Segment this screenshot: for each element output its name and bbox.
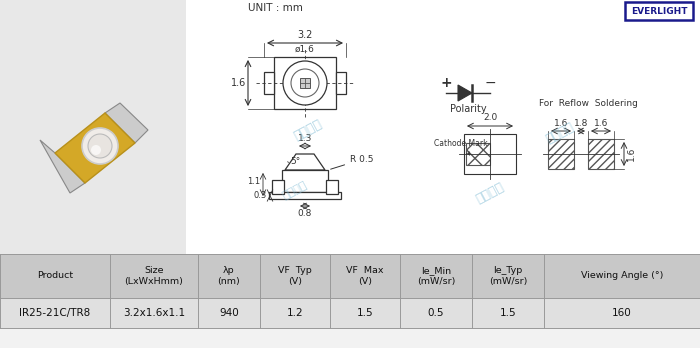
- Polygon shape: [458, 85, 472, 101]
- Text: Polarity: Polarity: [449, 104, 486, 114]
- Text: Size
(LxWxHmm): Size (LxWxHmm): [125, 266, 183, 286]
- Bar: [0, 0, 700, 254]
- Circle shape: [91, 145, 101, 155]
- Text: 1.6: 1.6: [594, 119, 608, 128]
- Bar: [548, 139, 574, 169]
- Bar: [466, 143, 490, 165]
- Bar: [0, 0, 186, 254]
- Polygon shape: [285, 154, 325, 170]
- Bar: [272, 180, 284, 194]
- Text: +: +: [440, 76, 452, 90]
- Bar: [588, 139, 614, 169]
- Text: 1.1: 1.1: [247, 176, 260, 185]
- Text: Ie_Typ
(mW/sr): Ie_Typ (mW/sr): [489, 266, 527, 286]
- Text: EVERLIGHT: EVERLIGHT: [631, 7, 687, 16]
- Text: VF  Typ
(V): VF Typ (V): [278, 266, 312, 286]
- Text: 1.6: 1.6: [554, 119, 568, 128]
- Text: 1.8: 1.8: [574, 119, 588, 128]
- Text: ø1.6: ø1.6: [295, 45, 315, 54]
- Circle shape: [88, 134, 112, 158]
- Polygon shape: [105, 103, 148, 143]
- Text: Product: Product: [37, 271, 73, 280]
- Text: λp
(nm): λp (nm): [218, 266, 240, 286]
- Text: IR25-21C/TR8: IR25-21C/TR8: [20, 308, 90, 318]
- Bar: [0, 254, 700, 298]
- Text: 3.2: 3.2: [298, 30, 313, 40]
- Bar: [0, 298, 700, 328]
- Bar: [269, 192, 341, 199]
- Polygon shape: [40, 140, 85, 193]
- Text: 1.3: 1.3: [298, 134, 312, 143]
- Text: 2.0: 2.0: [483, 113, 497, 122]
- Bar: [300, 78, 310, 88]
- Polygon shape: [55, 113, 135, 183]
- Text: UNIT : mm: UNIT : mm: [248, 3, 303, 13]
- Circle shape: [82, 128, 118, 164]
- Bar: [264, 72, 274, 94]
- Text: 160: 160: [612, 308, 632, 318]
- Bar: [326, 180, 338, 194]
- Text: 1.5: 1.5: [500, 308, 517, 318]
- Text: 0.3: 0.3: [253, 191, 267, 200]
- Text: For  Reflow  Soldering: For Reflow Soldering: [538, 98, 638, 108]
- Text: Ie_Min
(mW/sr): Ie_Min (mW/sr): [416, 266, 455, 286]
- FancyBboxPatch shape: [625, 2, 693, 20]
- Circle shape: [283, 61, 327, 105]
- Bar: [336, 72, 346, 94]
- Bar: [464, 134, 516, 174]
- Bar: [282, 170, 328, 192]
- Text: −: −: [484, 76, 496, 90]
- Text: 超毅电子: 超毅电子: [281, 179, 309, 201]
- Text: VF  Max
(V): VF Max (V): [346, 266, 384, 286]
- Text: 0.8: 0.8: [298, 209, 312, 218]
- Bar: [186, 0, 700, 254]
- Text: R 0.5: R 0.5: [330, 155, 374, 169]
- Text: 5°: 5°: [290, 157, 300, 166]
- Text: Viewing Angle (°): Viewing Angle (°): [581, 271, 663, 280]
- Text: Cathode Mark: Cathode Mark: [434, 139, 488, 155]
- Text: 0.5: 0.5: [428, 308, 444, 318]
- Bar: [274, 57, 336, 109]
- Text: 1.6: 1.6: [231, 78, 246, 88]
- Text: 1.5: 1.5: [357, 308, 373, 318]
- Text: 超毅电子: 超毅电子: [292, 117, 324, 143]
- Text: 940: 940: [219, 308, 239, 318]
- Text: 1.2: 1.2: [287, 308, 303, 318]
- Circle shape: [291, 69, 319, 97]
- Text: 超毅电子: 超毅电子: [544, 120, 576, 146]
- Text: 3.2x1.6x1.1: 3.2x1.6x1.1: [123, 308, 185, 318]
- Text: 1.6: 1.6: [627, 147, 636, 161]
- Text: 超毅电子: 超毅电子: [474, 180, 506, 206]
